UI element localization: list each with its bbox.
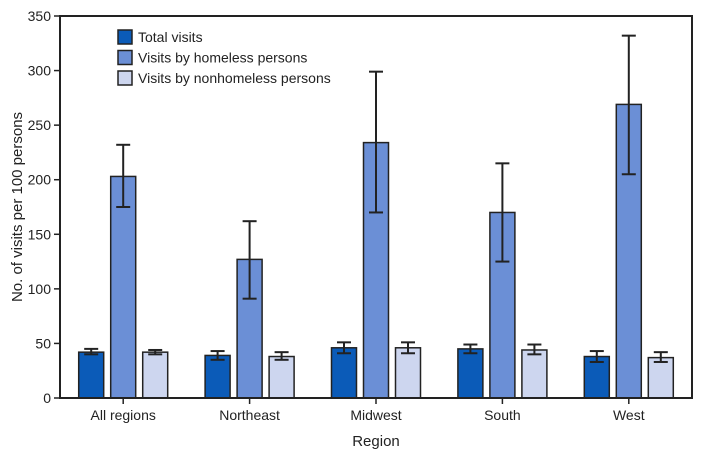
y-tick-label: 250	[28, 117, 52, 133]
legend-swatch	[117, 29, 133, 45]
y-axis-label: No. of visits per 100 persons	[9, 112, 26, 302]
bar	[521, 349, 548, 399]
bar	[394, 347, 422, 399]
x-tick-label: All regions	[91, 407, 156, 423]
y-tick-label: 300	[28, 63, 52, 79]
bar	[77, 351, 105, 399]
x-tick-label: West	[613, 407, 645, 423]
bar	[141, 351, 169, 399]
y-tick-label: 50	[35, 335, 51, 351]
y-tick-label: 200	[28, 172, 52, 188]
bar	[204, 354, 231, 399]
bar	[109, 175, 137, 399]
y-tick-label: 350	[28, 8, 52, 24]
bar	[268, 355, 295, 399]
legend-label: Visits by nonhomeless persons	[138, 70, 331, 86]
x-tick-label: Northeast	[219, 407, 280, 423]
bar	[647, 356, 675, 399]
y-tick-label: 0	[43, 390, 51, 406]
bar	[457, 348, 484, 399]
bar	[330, 347, 358, 399]
y-tick-label: 100	[28, 281, 52, 297]
x-tick-label: Midwest	[350, 407, 401, 423]
legend-swatch	[117, 49, 133, 66]
x-axis-label: Region	[352, 433, 400, 450]
bar	[583, 355, 611, 399]
legend-swatch	[117, 70, 133, 86]
y-tick-label: 150	[28, 226, 52, 242]
x-tick-label: South	[484, 407, 521, 423]
legend-label: Total visits	[138, 29, 203, 45]
legend-label: Visits by homeless persons	[138, 50, 307, 66]
